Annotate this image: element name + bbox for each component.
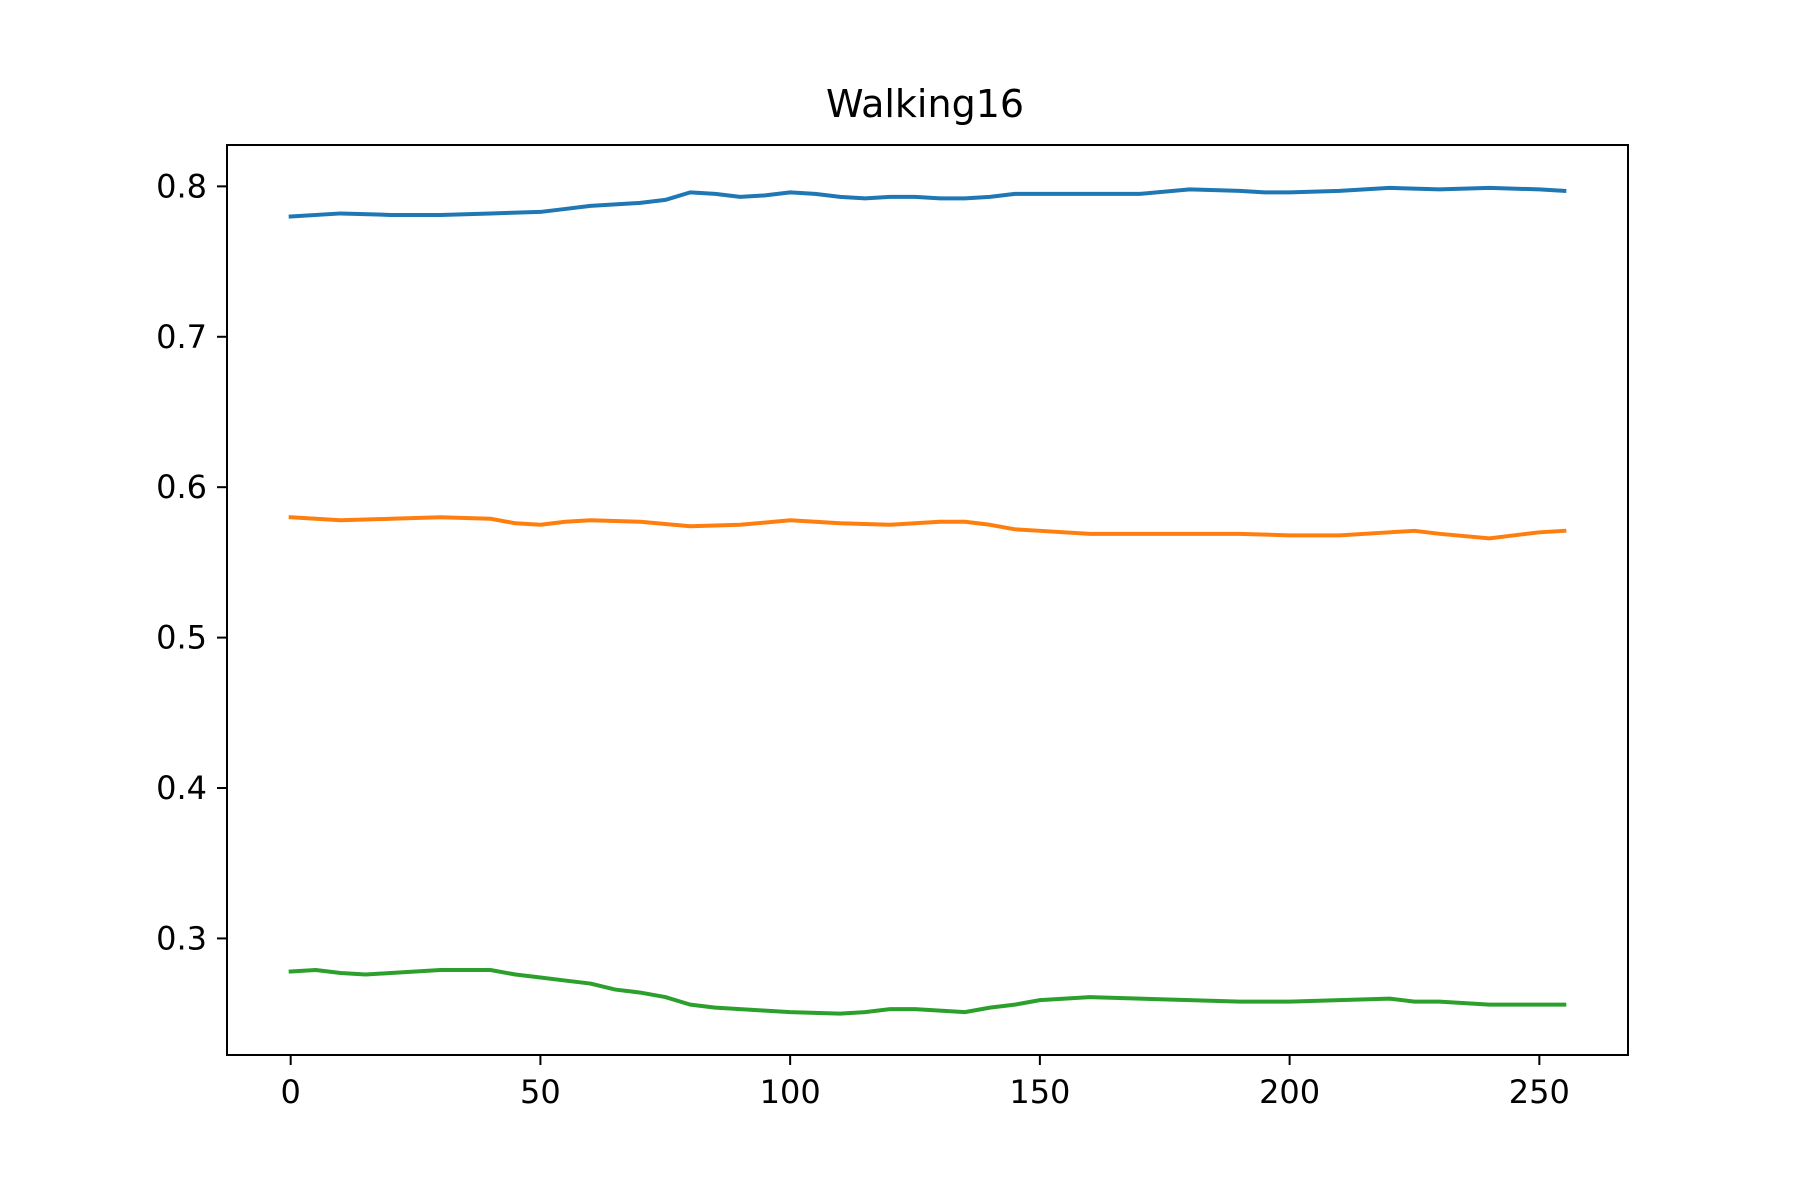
chart-title: Walking16 [826,82,1024,126]
x-tick-label: 250 [1509,1073,1570,1111]
x-tick-label: 200 [1259,1073,1320,1111]
x-tick-label: 100 [760,1073,821,1111]
y-tick-label: 0.7 [156,318,207,356]
y-tick-label: 0.4 [156,769,207,807]
x-tick-label: 50 [520,1073,561,1111]
y-tick-label: 0.6 [156,468,207,506]
y-tick-label: 0.3 [156,919,207,957]
series-layer [288,185,1567,1016]
plot-frame [226,144,1629,1056]
y-tick-label: 0.5 [156,619,207,657]
x-tick-label: 150 [1009,1073,1070,1111]
series-line-3 [288,968,1567,1016]
series-line-2 [288,515,1567,541]
y-tick-label: 0.8 [156,167,207,205]
series-line-1 [288,185,1567,219]
axes-layer: 0 50 100 150 200 250 0.3 0.4 0.5 0.6 0.7 0.8 [156,144,1629,1111]
x-tick-label: 0 [281,1073,301,1111]
